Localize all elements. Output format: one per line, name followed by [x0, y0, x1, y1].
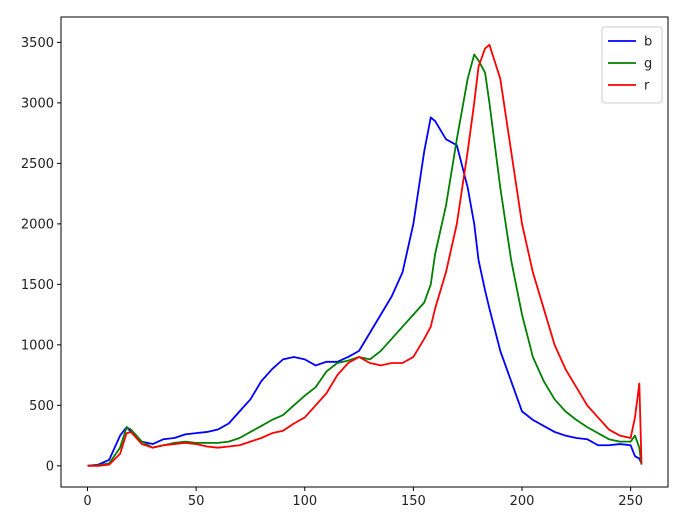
- x-tick-label: 100: [292, 494, 317, 509]
- x-tick-label: 250: [618, 494, 643, 509]
- x-tick-label: 50: [188, 494, 205, 509]
- y-tick-label: 500: [29, 399, 54, 414]
- y-tick-label: 2000: [21, 217, 54, 232]
- y-tick-label: 2500: [21, 157, 54, 172]
- series-line: [87, 43, 643, 467]
- x-tick-label: 0: [83, 494, 91, 509]
- legend-box: [601, 26, 663, 104]
- x-tick-label: 200: [510, 494, 535, 509]
- legend-label: b: [644, 35, 652, 50]
- plot-frame: [60, 16, 669, 488]
- y-tick-label: 1000: [21, 338, 54, 353]
- x-tick-label: 150: [401, 494, 426, 509]
- y-tick-label: 3000: [21, 96, 54, 111]
- legend-label: g: [644, 57, 652, 72]
- y-tick-label: 3500: [21, 36, 54, 51]
- y-tick-label: 1500: [21, 278, 54, 293]
- series-line: [87, 53, 643, 467]
- legend-label: r: [644, 79, 650, 94]
- series-line: [87, 116, 643, 467]
- y-tick-label: 0: [46, 459, 54, 474]
